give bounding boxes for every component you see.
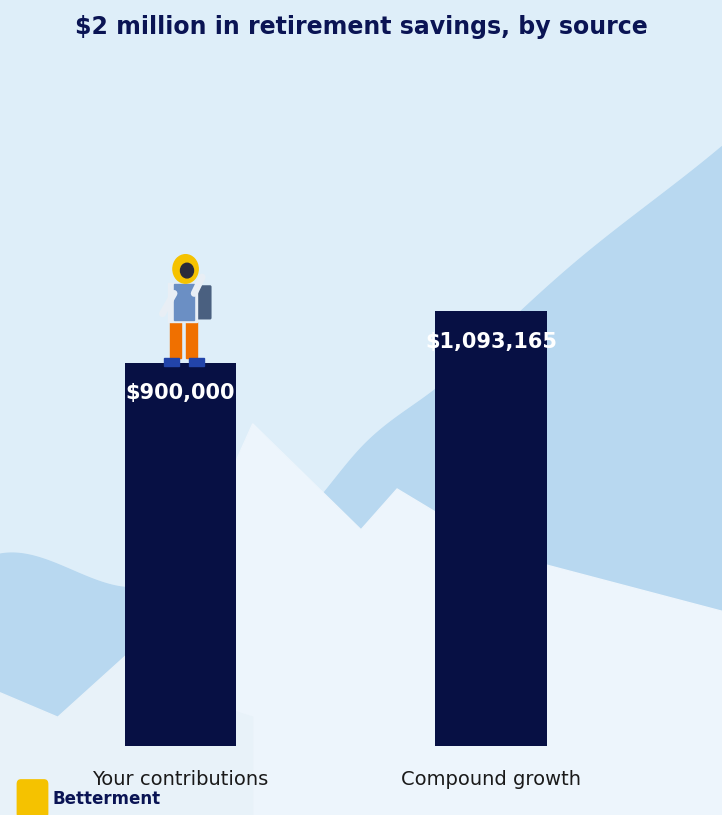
Text: $1,093,165: $1,093,165 (425, 332, 557, 352)
Text: $900,000: $900,000 (126, 383, 235, 403)
FancyBboxPatch shape (125, 363, 237, 746)
FancyBboxPatch shape (435, 311, 547, 746)
Polygon shape (186, 322, 197, 358)
Polygon shape (168, 283, 197, 322)
Circle shape (180, 263, 193, 278)
Circle shape (173, 254, 198, 284)
Text: $2 million in retirement savings, by source: $2 million in retirement savings, by sou… (74, 15, 648, 38)
Text: Your contributions: Your contributions (92, 770, 269, 789)
Polygon shape (0, 652, 253, 815)
FancyBboxPatch shape (193, 285, 212, 319)
Polygon shape (174, 284, 194, 320)
Text: Compound growth: Compound growth (401, 770, 581, 789)
Polygon shape (170, 322, 181, 358)
Polygon shape (0, 424, 722, 815)
FancyBboxPatch shape (17, 779, 48, 815)
Text: Betterment: Betterment (53, 790, 161, 808)
Polygon shape (189, 358, 204, 366)
Polygon shape (164, 358, 179, 366)
